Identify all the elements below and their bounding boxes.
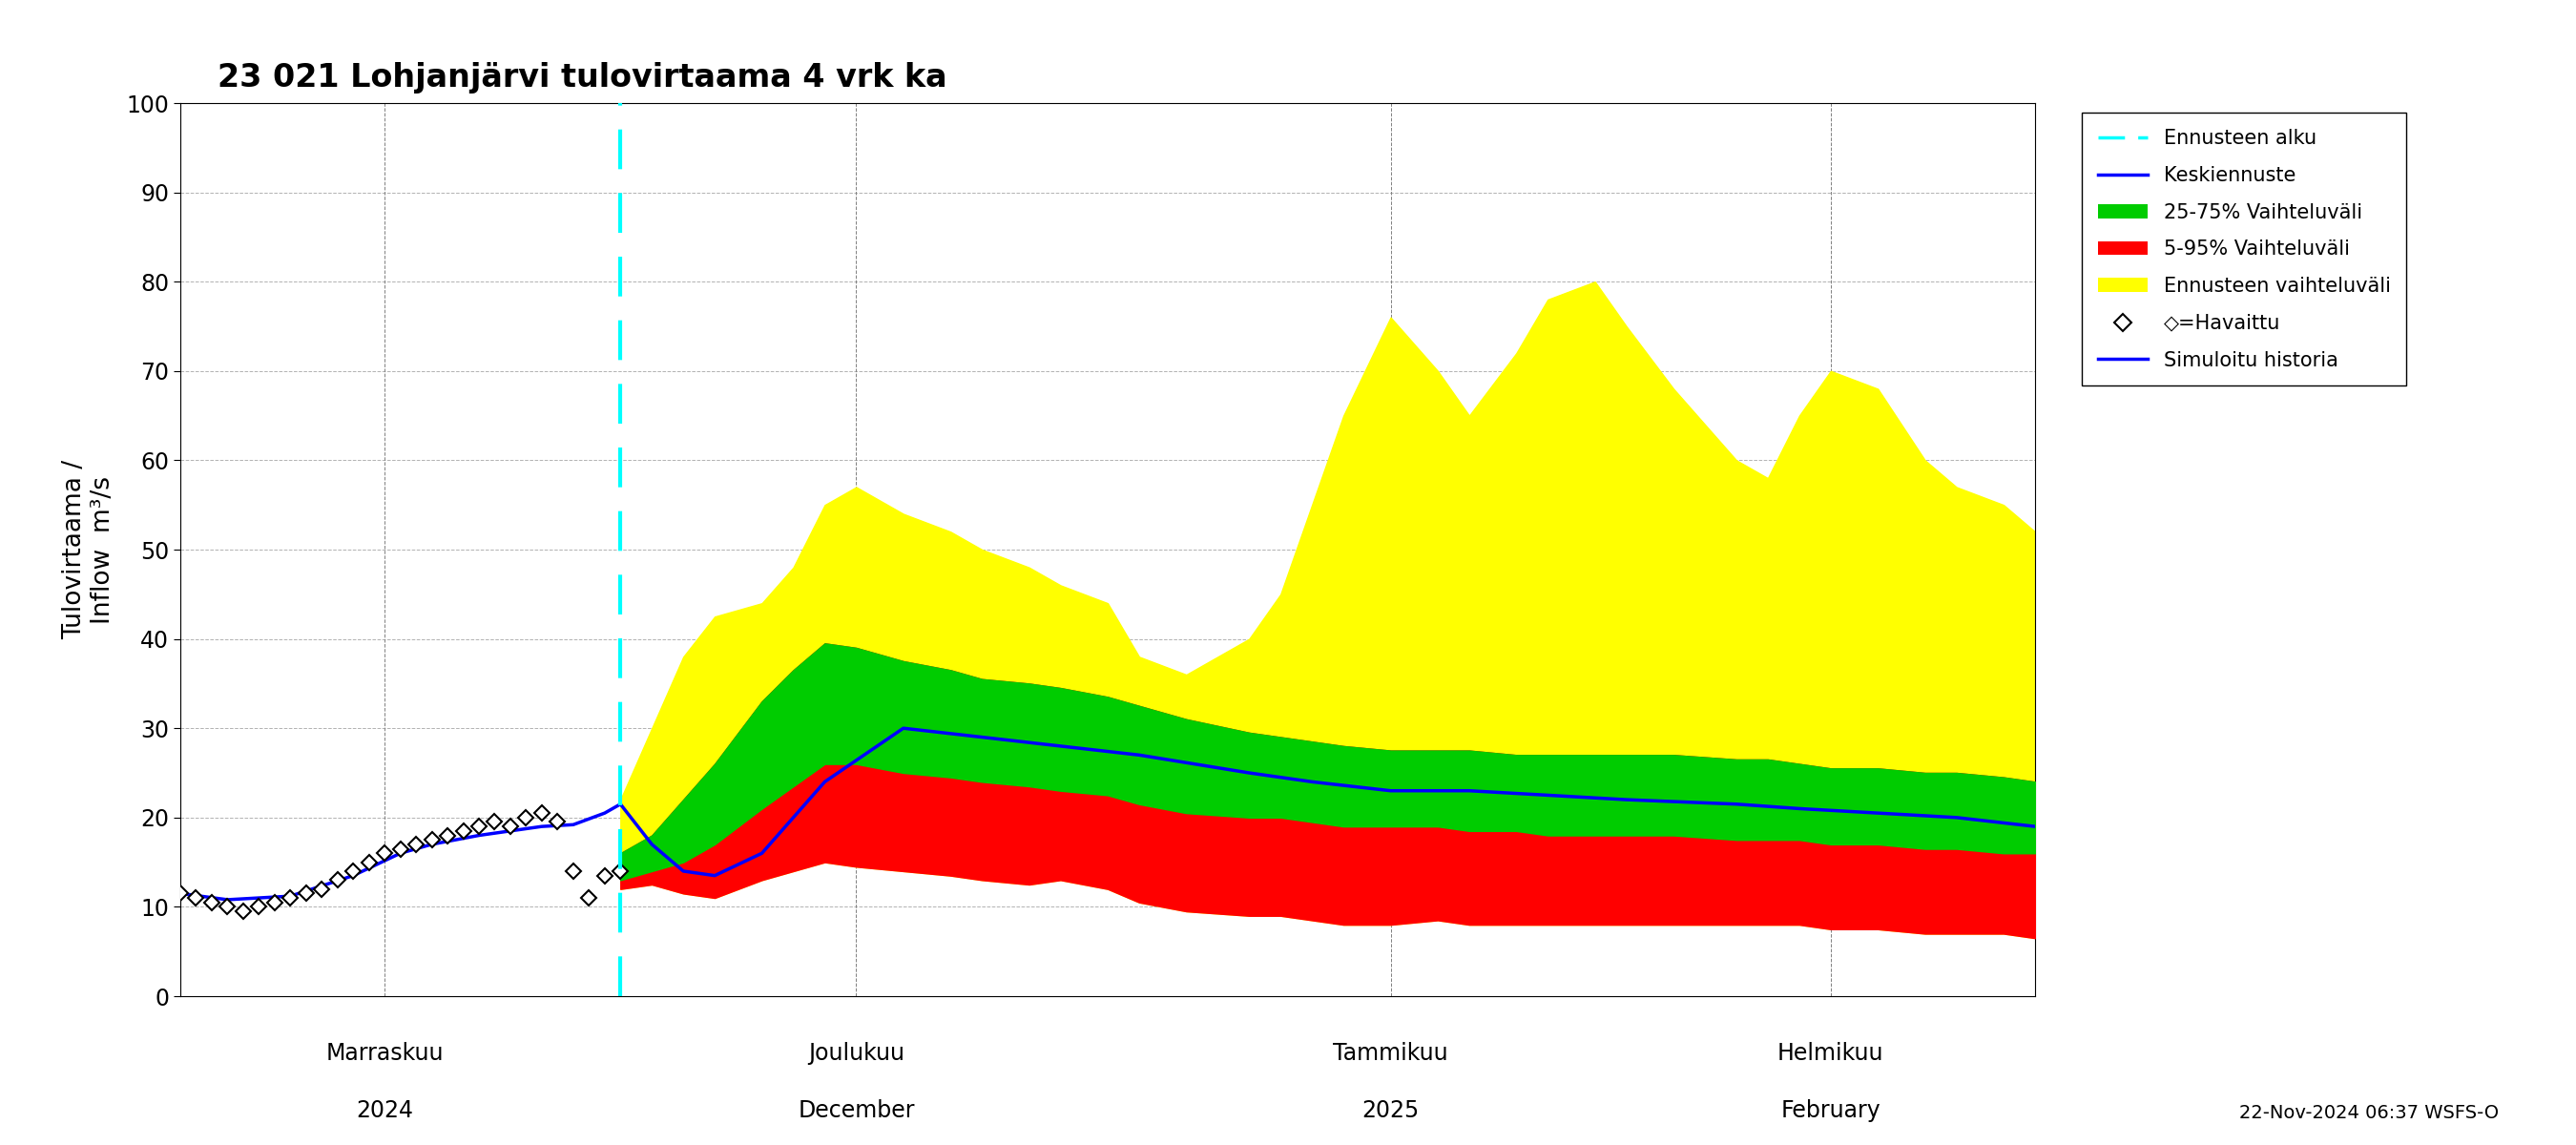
Text: 2025: 2025 xyxy=(1363,1099,1419,1122)
Text: Marraskuu: Marraskuu xyxy=(325,1042,443,1065)
Text: February: February xyxy=(1780,1099,1880,1122)
Y-axis label: Tulovirtaama /
Inflow  m³/s: Tulovirtaama / Inflow m³/s xyxy=(62,460,116,639)
Legend: Ennusteen alku, Keskiennuste, 25-75% Vaihteluväli, 5-95% Vaihteluväli, Ennusteen: Ennusteen alku, Keskiennuste, 25-75% Vai… xyxy=(2081,113,2406,386)
Text: 2024: 2024 xyxy=(355,1099,412,1122)
Text: Helmikuu: Helmikuu xyxy=(1777,1042,1883,1065)
Text: December: December xyxy=(799,1099,914,1122)
Text: 23 021 Lohjanjärvi tulovirtaama 4 vrk ka: 23 021 Lohjanjärvi tulovirtaama 4 vrk ka xyxy=(216,62,948,94)
Text: Tammikuu: Tammikuu xyxy=(1332,1042,1448,1065)
Text: Joulukuu: Joulukuu xyxy=(809,1042,904,1065)
Text: 22-Nov-2024 06:37 WSFS-O: 22-Nov-2024 06:37 WSFS-O xyxy=(2239,1104,2499,1122)
